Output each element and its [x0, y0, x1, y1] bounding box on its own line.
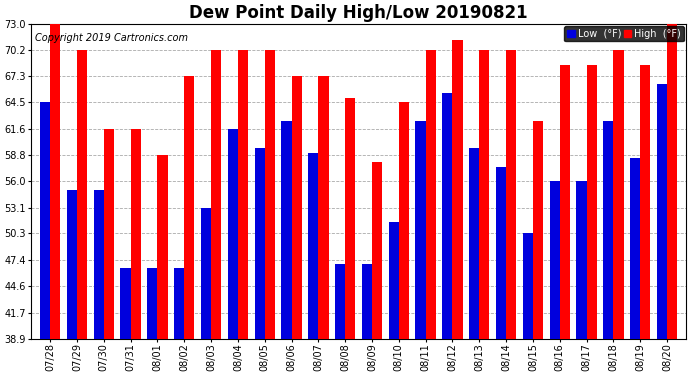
Bar	[147, 268, 157, 339]
Bar	[603, 121, 613, 339]
Bar	[613, 50, 624, 339]
Bar	[40, 102, 50, 339]
Bar	[640, 65, 651, 339]
Bar	[506, 50, 516, 339]
Bar	[630, 158, 640, 339]
Bar	[496, 167, 506, 339]
Legend: Low  (°F), High  (°F): Low (°F), High (°F)	[564, 26, 684, 42]
Bar	[560, 65, 570, 339]
Bar	[201, 207, 211, 339]
Bar	[523, 233, 533, 339]
Bar	[362, 264, 372, 339]
Bar	[469, 148, 480, 339]
Bar	[415, 121, 426, 339]
Bar	[282, 121, 292, 339]
Bar	[292, 76, 302, 339]
Bar	[586, 65, 597, 339]
Bar	[228, 129, 238, 339]
Bar	[576, 181, 586, 339]
Bar	[77, 50, 87, 339]
Bar	[399, 102, 409, 339]
Bar	[238, 50, 248, 339]
Bar	[657, 84, 667, 339]
Bar	[211, 50, 221, 339]
Bar	[174, 268, 184, 339]
Bar	[308, 153, 318, 339]
Bar	[549, 181, 560, 339]
Bar	[104, 129, 114, 339]
Title: Dew Point Daily High/Low 20190821: Dew Point Daily High/Low 20190821	[189, 4, 528, 22]
Bar	[120, 268, 130, 339]
Bar	[94, 190, 104, 339]
Bar	[184, 76, 195, 339]
Bar	[372, 162, 382, 339]
Bar	[442, 93, 453, 339]
Bar	[67, 190, 77, 339]
Bar	[345, 98, 355, 339]
Bar	[130, 129, 141, 339]
Bar	[50, 24, 60, 339]
Bar	[480, 50, 489, 339]
Text: Copyright 2019 Cartronics.com: Copyright 2019 Cartronics.com	[34, 33, 188, 43]
Bar	[157, 155, 168, 339]
Bar	[426, 50, 436, 339]
Bar	[388, 222, 399, 339]
Bar	[533, 121, 543, 339]
Bar	[667, 24, 678, 339]
Bar	[265, 50, 275, 339]
Bar	[335, 264, 345, 339]
Bar	[318, 76, 328, 339]
Bar	[255, 148, 265, 339]
Bar	[453, 40, 463, 339]
